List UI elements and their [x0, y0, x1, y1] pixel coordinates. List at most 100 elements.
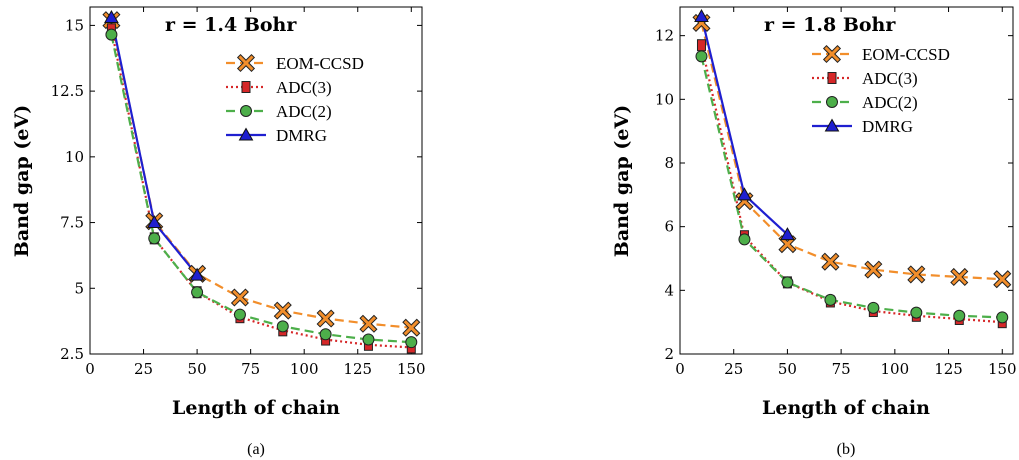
legend-marker-adc-3: [827, 72, 837, 84]
data-point-adc-2: [405, 336, 418, 349]
data-point-dmrg: [189, 267, 205, 281]
x-tick-label: 125: [934, 360, 963, 378]
x-tick-label: 150: [397, 360, 426, 378]
data-point-eom-ccsd: [402, 318, 421, 337]
data-point-eom-ccsd: [950, 267, 969, 286]
data-point-eom-ccsd-fill: [994, 271, 1010, 287]
y-tick-label: 5: [74, 279, 84, 297]
y-tick-label: 2.5: [60, 345, 84, 363]
caption: (b): [837, 441, 856, 458]
data-point-adc-2: [276, 320, 289, 333]
data-point-eom-ccsd-fill: [360, 316, 377, 332]
series-line-adc-3: [110, 29, 412, 349]
data-point-eom-ccsd: [864, 260, 883, 279]
data-point-adc-2: [695, 50, 708, 63]
data-point-adc-2: [867, 301, 880, 314]
legend-marker-adc-2: [826, 96, 838, 108]
data-point-adc-2: [996, 311, 1009, 324]
data-point-dmrg: [694, 9, 709, 23]
legend-marker-adc-3: [241, 81, 251, 93]
data-point-eom-ccsd-fill: [865, 262, 881, 278]
series-line-eom-ccsd: [110, 19, 412, 329]
legend-label-adc-3: ADC(3): [276, 78, 332, 97]
x-tick-label: 125: [343, 360, 372, 378]
data-point-adc-2: [191, 286, 204, 299]
chart-panel-a: r = 1.4 Bohr Length of chain Band gap (e…: [11, 6, 426, 458]
legend-label-eom-ccsd: EOM-CCSD: [862, 45, 950, 64]
legend-label-adc-2: ADC(2): [862, 93, 918, 112]
x-tick-label: 75: [241, 360, 260, 378]
x-tick-label: 50: [778, 360, 797, 378]
x-tick-label: 100: [290, 360, 319, 378]
data-point-dmrg: [146, 215, 162, 229]
series-line-adc-2: [110, 34, 412, 344]
x-tick-label: 150: [988, 360, 1017, 378]
y-axis-title: Band gap (eV): [11, 105, 33, 257]
data-point-eom-ccsd-fill: [275, 303, 291, 319]
series-line-eom-ccsd: [700, 22, 1003, 281]
data-point-adc-2: [910, 306, 923, 319]
data-point-eom-ccsd: [778, 235, 797, 254]
data-point-adc-2: [738, 233, 751, 246]
data-point-eom-ccsd: [359, 314, 378, 333]
data-point-adc-2: [319, 328, 332, 341]
legend-marker-eom-ccsd: [236, 53, 256, 73]
series-line-adc-2: [700, 56, 1003, 319]
data-point-eom-ccsd-fill: [822, 254, 839, 270]
data-point-adc-2: [953, 309, 966, 322]
y-tick-label: 8: [664, 154, 674, 172]
legend-marker-adc-2: [240, 105, 252, 117]
data-point-eom-ccsd: [907, 265, 926, 284]
y-tick-label: 10: [65, 148, 84, 166]
data-point-dmrg: [104, 9, 119, 24]
data-point-dmrg: [780, 227, 795, 241]
x-tick-label: 100: [881, 360, 910, 378]
x-tick-label: 0: [675, 360, 685, 378]
legend-label-eom-ccsd: EOM-CCSD: [276, 54, 364, 73]
x-axis-title: Length of chain: [172, 397, 340, 419]
annotation-r: r = 1.4 Bohr: [165, 14, 297, 36]
x-tick-label: 25: [724, 360, 743, 378]
legend-marker-eom-ccsd: [822, 44, 842, 64]
annotation-r: r = 1.8 Bohr: [764, 14, 896, 36]
data-point-adc-2: [362, 333, 375, 346]
legend-label-dmrg: DMRG: [276, 126, 327, 145]
legend-marker-dmrg: [824, 118, 840, 132]
y-tick-label: 7.5: [60, 214, 84, 232]
y-axis-title: Band gap (eV): [611, 105, 633, 257]
data-point-eom-ccsd-fill: [317, 310, 334, 327]
y-tick-label: 10: [655, 90, 674, 108]
y-tick-label: 6: [664, 218, 674, 236]
x-tick-label: 50: [188, 360, 207, 378]
data-point-adc-2: [781, 276, 794, 289]
plot-frame: [679, 6, 1014, 355]
caption: (a): [247, 441, 265, 458]
x-axis-title: Length of chain: [762, 397, 930, 419]
data-point-eom-ccsd: [316, 309, 335, 328]
data-point-eom-ccsd-fill: [232, 289, 248, 306]
x-tick-label: 0: [85, 360, 95, 378]
data-point-eom-ccsd: [273, 301, 292, 320]
x-tick-label: 25: [134, 360, 153, 378]
x-tick-label: 75: [832, 360, 851, 378]
plot-frame: [89, 6, 423, 355]
y-tick-label: 15: [65, 16, 84, 34]
y-tick-label: 12: [655, 27, 674, 45]
legend-marker-eom-ccsd-fill: [238, 55, 254, 71]
legend-label-adc-3: ADC(3): [862, 69, 918, 88]
data-point-dmrg: [737, 187, 752, 201]
data-point-adc-2: [148, 232, 161, 245]
data-point-eom-ccsd-fill: [908, 266, 924, 283]
data-point-adc-2: [105, 28, 118, 41]
data-point-eom-ccsd: [230, 288, 249, 307]
data-point-eom-ccsd: [821, 252, 840, 271]
legend-marker-dmrg: [238, 127, 254, 141]
data-point-eom-ccsd-fill: [951, 269, 967, 285]
series-line-adc-3: [700, 44, 1003, 324]
y-tick-label: 2: [664, 345, 674, 363]
data-point-adc-2: [824, 293, 837, 306]
y-tick-label: 4: [664, 281, 674, 299]
y-tick-label: 12.5: [51, 82, 84, 100]
legend-label-adc-2: ADC(2): [276, 102, 332, 121]
